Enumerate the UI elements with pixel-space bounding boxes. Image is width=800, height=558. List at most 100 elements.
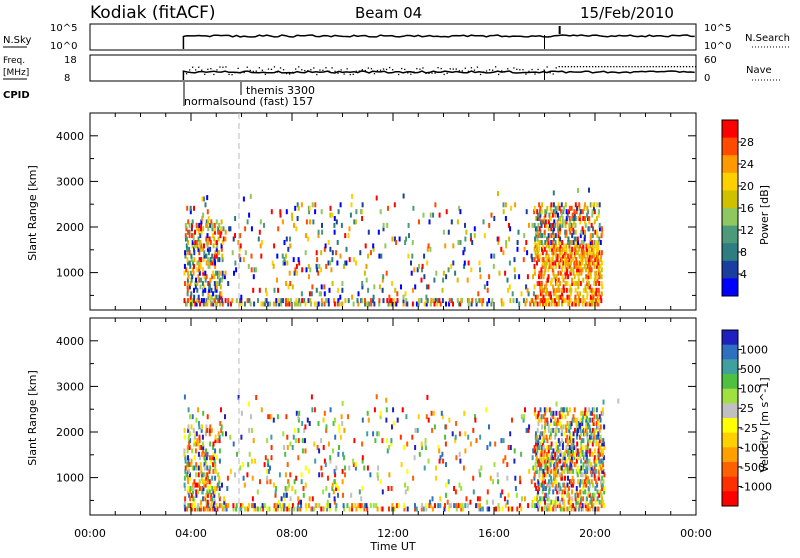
range-cell [207, 503, 210, 509]
range-cell [577, 281, 580, 286]
range-cell [267, 414, 270, 420]
range-cell [427, 458, 430, 464]
range-cell [568, 205, 571, 211]
range-cell [582, 489, 585, 495]
range-cell [602, 468, 605, 474]
range-cell [533, 205, 536, 211]
range-cell [188, 229, 191, 235]
range-cell [602, 441, 605, 447]
range-cell [603, 472, 606, 478]
range-cell [276, 253, 279, 259]
range-cell [580, 438, 583, 444]
range-cell [575, 263, 578, 269]
range-cell [543, 506, 546, 512]
range-cell [214, 462, 217, 468]
range-cell [195, 441, 198, 447]
range-cell [559, 486, 562, 491]
range-cell [576, 424, 579, 430]
range-cell [577, 277, 580, 283]
range-cell [191, 298, 194, 304]
range-cell [475, 438, 478, 444]
range-cell [597, 246, 600, 252]
range-cell [555, 209, 558, 215]
range-cell [587, 274, 590, 280]
range-cell [583, 253, 586, 259]
range-cell [259, 243, 262, 249]
range-cell [504, 503, 507, 509]
range-cell [586, 445, 589, 450]
range-cell [535, 229, 538, 235]
range-cell [537, 441, 540, 447]
range-cell [410, 260, 412, 266]
nave-dot [273, 66, 276, 68]
range-cell [559, 414, 562, 420]
range-cell [546, 506, 549, 512]
range-cell [581, 503, 584, 509]
range-cell [193, 455, 196, 461]
velocity-scatter [183, 394, 620, 512]
range-cell [597, 421, 600, 426]
range-cell [568, 240, 571, 245]
range-cell [200, 257, 203, 263]
range-cell [348, 506, 351, 512]
range-cell [598, 274, 601, 280]
range-cell [587, 417, 590, 423]
range-cell [289, 243, 292, 249]
range-cell [322, 417, 325, 423]
range-cell [553, 236, 555, 242]
range-cell [260, 407, 263, 413]
range-cell [279, 503, 281, 509]
range-cell [408, 233, 410, 239]
range-cell [583, 410, 586, 416]
range-cell [307, 236, 310, 242]
range-cell [570, 506, 573, 512]
range-cell [589, 236, 592, 242]
range-cell [541, 219, 544, 225]
range-cell [580, 246, 583, 252]
range-cell [202, 284, 205, 290]
range-cell [431, 496, 434, 502]
range-cell [256, 489, 259, 495]
range-cell [208, 284, 211, 290]
range-cell [601, 468, 604, 474]
range-cell [313, 301, 316, 307]
range-cell [547, 267, 550, 273]
range-cell [338, 427, 341, 433]
range-cell [421, 263, 424, 269]
range-cell [414, 284, 417, 290]
range-cell [578, 503, 581, 509]
range-cell [335, 503, 338, 509]
range-cell [540, 445, 543, 450]
nave-dot [225, 66, 227, 68]
range-cell [592, 260, 595, 266]
nave-dot [404, 68, 406, 71]
range-cell [246, 219, 249, 225]
range-cell [193, 434, 196, 440]
range-cell [299, 506, 302, 512]
range-cell [394, 287, 397, 293]
range-cell [286, 260, 289, 266]
range-cell [291, 216, 294, 221]
range-cell [473, 226, 476, 232]
range-cell [550, 499, 553, 505]
range-cell [549, 506, 552, 512]
range-cell [445, 492, 447, 498]
freq-line [182, 70, 695, 80]
range-cell [194, 229, 196, 235]
range-cell [541, 263, 544, 269]
range-cell [221, 274, 224, 280]
range-cell [552, 489, 555, 495]
range-cell [571, 475, 574, 481]
range-cell [220, 291, 223, 297]
nave-dot [334, 70, 336, 72]
range-cell [465, 229, 468, 235]
colorbar-swatch [722, 120, 738, 139]
range-cell [287, 246, 290, 252]
range-cell [557, 445, 560, 450]
range-cell [301, 298, 304, 304]
range-cell [360, 209, 363, 215]
range-cell [264, 503, 266, 509]
range-cell [578, 468, 581, 474]
range-cell [590, 496, 593, 502]
range-cell [522, 417, 525, 423]
